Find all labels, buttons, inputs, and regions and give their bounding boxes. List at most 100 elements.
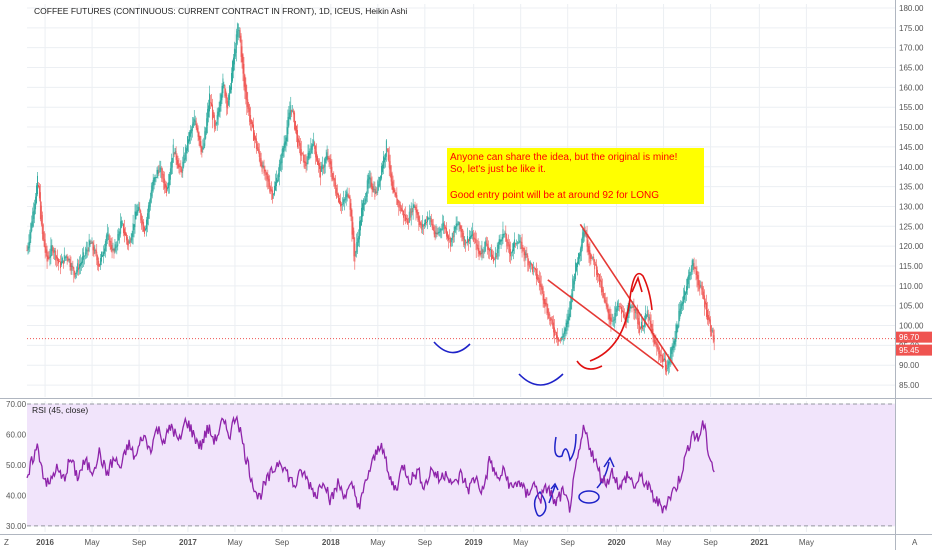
candle-body [656,343,658,349]
candle-body [388,154,390,168]
candle-body [518,242,520,244]
candle-body [31,221,33,231]
trendlines[interactable] [547,223,679,372]
candle-body [441,228,443,230]
price-axis[interactable]: 180.00 175.00 170.00 165.00 160.00 155.00 150.… [899,4,924,390]
candle-body [393,187,395,193]
trendline[interactable] [547,279,665,368]
candle-body [525,253,527,256]
candle-body [254,132,255,140]
candle-body [456,223,458,227]
candle-body [32,211,34,227]
candle-body [294,112,296,130]
time-axis[interactable]: 2016 May Sep 2017 May Sep 2018 May Sep 2019 May Sep… [36,538,814,547]
candle-body [376,192,378,193]
time-tick-label: Sep [275,538,290,547]
note-box[interactable]: Anyone can share the idea, but the origi… [447,148,704,204]
candle-body [30,223,32,239]
candle-body [75,272,77,275]
candle-body [108,235,110,246]
candle-body [383,157,385,163]
candle-body [125,233,127,241]
candle-body [181,169,183,173]
candle-body [222,78,224,94]
candle-body [66,256,68,258]
candle-body [391,173,393,190]
candle-body [175,151,177,160]
candle-body [170,161,172,175]
candle-body [62,260,64,265]
candle-body [553,322,555,333]
candle-body [64,256,66,259]
candle-body [126,237,128,246]
candle-body [73,267,75,275]
candle-body [151,185,153,197]
candle-body [122,223,124,225]
candle-body [423,225,425,227]
candle-body [431,220,433,228]
candle-body [247,99,249,110]
blue-arc-left [433,341,471,354]
candle-body [239,30,241,42]
candle-body [262,165,264,167]
candle-body [33,210,35,219]
rsi-band [27,404,895,526]
candle-body [99,263,101,267]
candle-body [81,256,83,264]
candle-body [53,250,55,254]
time-tick-label: May [656,538,671,547]
price-tick-label: 105.00 [899,302,924,311]
freehand-drawings[interactable] [433,272,653,517]
candle-body [266,172,268,180]
axis-corner-left[interactable]: Z [4,538,9,547]
candle-body [311,143,313,150]
candle-body [288,112,290,126]
red-curve-up [589,272,653,362]
candle-body [91,241,93,244]
candle-body [177,160,179,169]
candle-body [350,203,352,217]
trendline[interactable] [579,223,679,372]
axis-corner-right[interactable]: A [912,538,918,547]
candle-body [598,273,599,275]
candle-body [107,234,109,237]
candle-body [70,263,72,271]
candle-body [345,194,347,200]
candle-body [46,249,48,262]
candle-body [128,240,130,244]
rsi-axis[interactable]: 70.00 60.00 50.00 40.00 30.00 [6,400,27,531]
candle-body [686,278,688,290]
candle-body [543,293,545,304]
candle-body [246,91,248,107]
candle-body [65,255,67,258]
candle-body [278,164,280,178]
candle-body [520,241,522,243]
candle-body [621,310,623,312]
candle-body [357,238,359,248]
candle-body [286,127,288,142]
candle-body [437,232,439,234]
candle-body [372,186,374,192]
candle-body [474,238,476,240]
candle-body [159,167,161,172]
candle-body [97,255,99,267]
candle-body [187,136,189,151]
candle-body [231,73,232,90]
candle-body [359,221,361,240]
candle-body [332,173,334,180]
candle-body [632,305,634,308]
candle-body [92,242,94,251]
candle-body [653,333,655,347]
candle-body [390,165,392,182]
candle-body [413,204,415,208]
candle-body [38,185,39,188]
candle-body [506,237,508,247]
candle-body [206,118,208,134]
candle-body [59,261,60,263]
candle-body [42,224,44,240]
candle-body [240,35,242,57]
candle-body [427,218,429,220]
candle-body [224,85,226,97]
candle-body [690,268,692,276]
